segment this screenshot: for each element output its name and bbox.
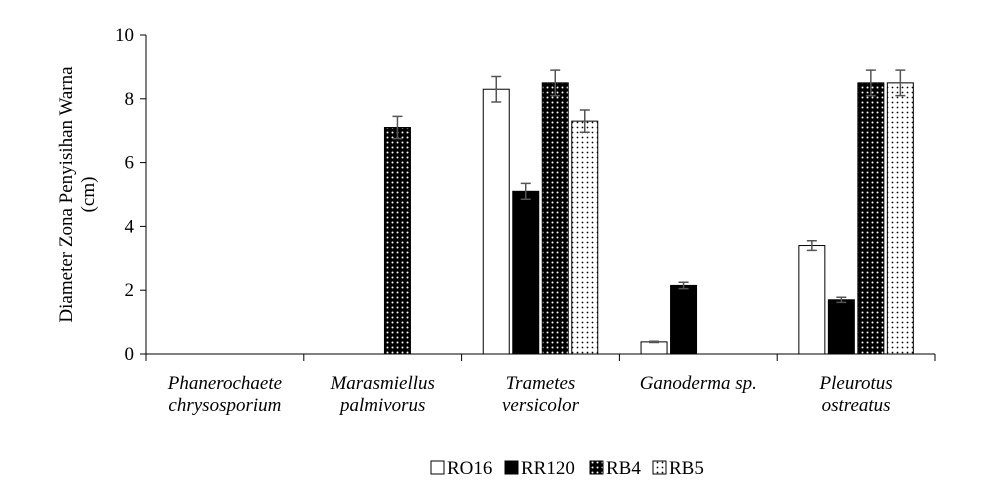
y-tick-label: 10 [115, 25, 134, 46]
y-tick-label: 8 [125, 89, 135, 110]
bar [571, 120, 599, 355]
bar [857, 82, 885, 355]
bar [383, 127, 411, 355]
y-tick-label: 0 [125, 344, 135, 365]
bar [670, 284, 698, 355]
error-bar [678, 281, 689, 290]
legend-label: RB4 [606, 458, 641, 479]
bar [482, 88, 510, 355]
error-bar [836, 296, 847, 304]
y-axis-label: Diameter Zona Penyisihan Warna(cm) [56, 66, 99, 323]
bar [541, 82, 569, 355]
x-tick-label: Pleurotus ostreatus [819, 373, 893, 416]
bar [640, 341, 668, 355]
error-bar [865, 69, 876, 97]
error-bar [579, 109, 590, 134]
legend-swatch [430, 460, 445, 475]
legend-label: RR120 [521, 458, 575, 479]
bar [512, 190, 540, 355]
x-tick-label: Phanerochaete chrysosporium [167, 373, 282, 416]
error-bar [520, 182, 531, 201]
legend-swatch [652, 460, 667, 475]
error-bar [649, 340, 660, 344]
bar [798, 245, 826, 355]
x-tick-label: Marasmiellus palmivorus [329, 373, 435, 416]
error-bar [895, 69, 906, 97]
y-tick-label: 6 [125, 153, 135, 174]
bar [827, 299, 855, 355]
x-tick-label: Ganoderma sp. [640, 373, 757, 394]
bar [886, 82, 914, 355]
y-tick-label: 2 [125, 280, 135, 301]
y-tick-label: 4 [125, 216, 135, 237]
legend-swatch [589, 460, 604, 475]
legend-label: RB5 [669, 458, 704, 479]
legend-swatch [504, 460, 519, 475]
error-bar [550, 69, 561, 97]
x-tick-label: Trametes versicolor [502, 373, 580, 416]
error-bar [392, 115, 403, 140]
error-bar [806, 240, 817, 252]
legend-label: RO16 [447, 458, 492, 479]
error-bar [491, 75, 502, 103]
